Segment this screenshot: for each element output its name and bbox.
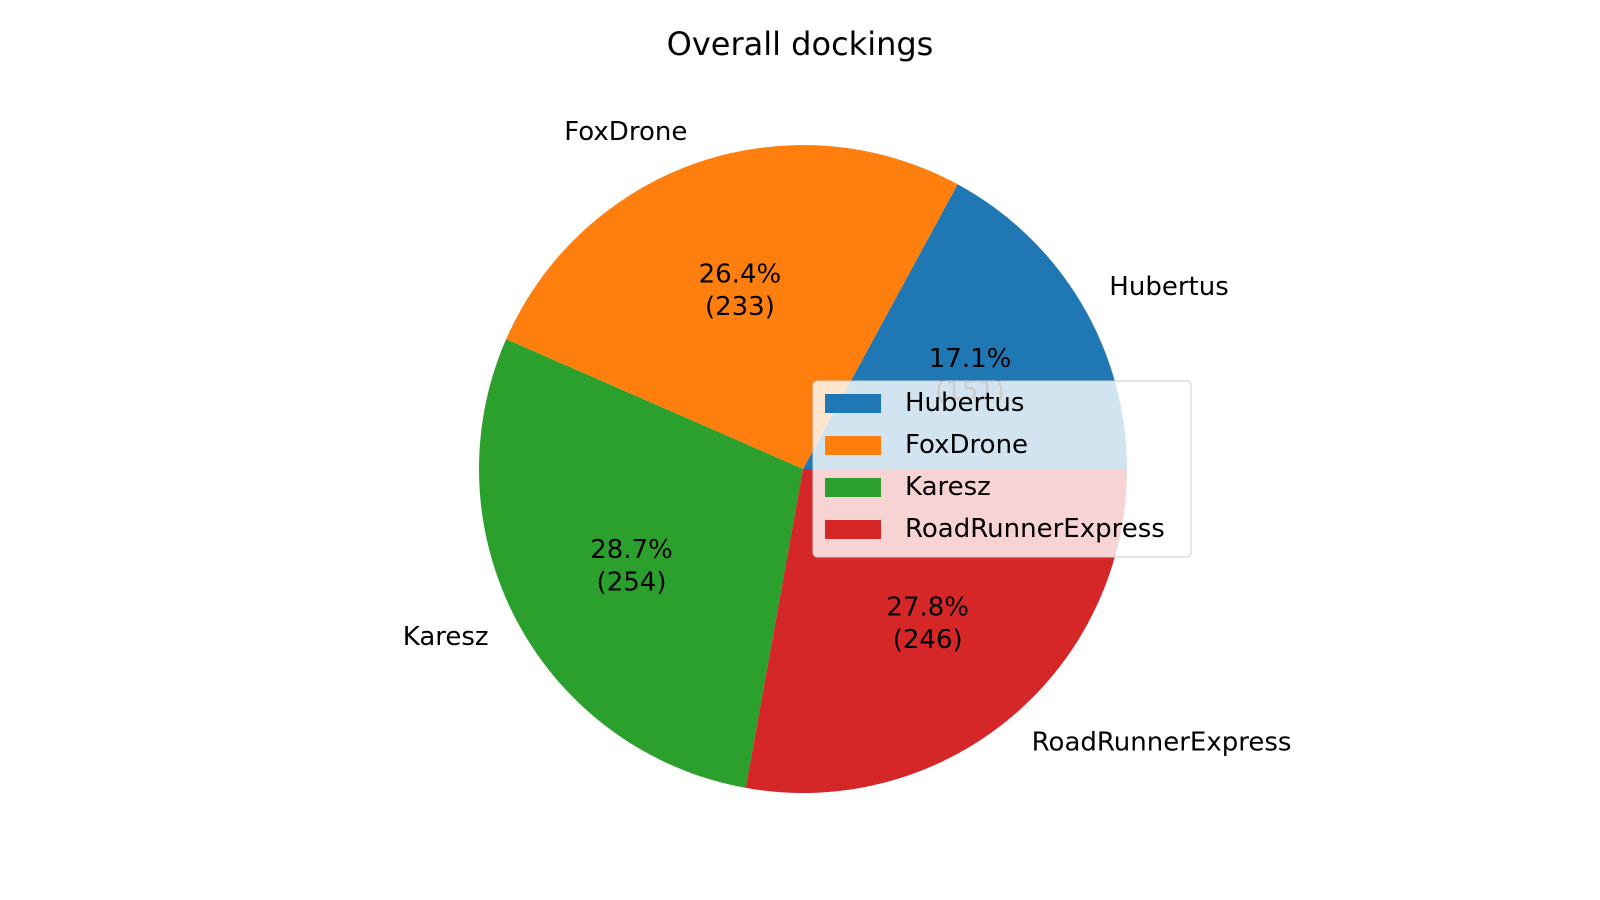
pie-slice-karesz — [478, 339, 803, 788]
slice-label-roadrunnerexpress: RoadRunnerExpress — [1032, 727, 1292, 757]
legend-label: Hubertus — [905, 388, 1024, 418]
legend-item-hubertus: Hubertus — [825, 388, 1024, 418]
legend-label: FoxDrone — [905, 430, 1028, 460]
slice-count: (246) — [893, 625, 963, 655]
slice-count: (254) — [597, 567, 667, 597]
legend-swatch — [825, 436, 881, 455]
slice-label-foxdrone: FoxDrone — [564, 117, 687, 147]
slice-name-labels: Hubertus FoxDrone Karesz RoadRunnerExpress — [403, 117, 1292, 757]
legend-item-karesz: Karesz — [825, 472, 991, 502]
slice-label-karesz: Karesz — [403, 622, 489, 652]
legend-frame — [812, 380, 1192, 558]
legend-swatch — [825, 478, 881, 497]
slice-percent: 27.8% — [886, 593, 969, 623]
chart-title: Overall dockings — [667, 25, 934, 63]
slice-count: (233) — [705, 292, 775, 322]
slice-value-label-karesz: 28.7% (254) — [590, 535, 673, 598]
legend-swatch — [825, 394, 881, 413]
legend: Hubertus FoxDrone Karesz RoadRunnerExpress — [812, 380, 1192, 558]
slice-percent: 28.7% — [590, 535, 673, 565]
legend-item-roadrunnerexpress: RoadRunnerExpress — [825, 514, 1165, 544]
legend-label: Karesz — [905, 472, 991, 502]
slice-label-hubertus: Hubertus — [1109, 272, 1228, 302]
slice-value-label-foxdrone: 26.4% (233) — [699, 260, 782, 323]
legend-swatch — [825, 520, 881, 539]
legend-item-foxdrone: FoxDrone — [825, 430, 1028, 460]
slice-percent: 26.4% — [699, 260, 782, 290]
slice-value-label-roadrunnerexpress: 27.8% (246) — [886, 593, 969, 656]
legend-label: RoadRunnerExpress — [905, 514, 1165, 544]
slice-percent: 17.1% — [929, 344, 1012, 374]
